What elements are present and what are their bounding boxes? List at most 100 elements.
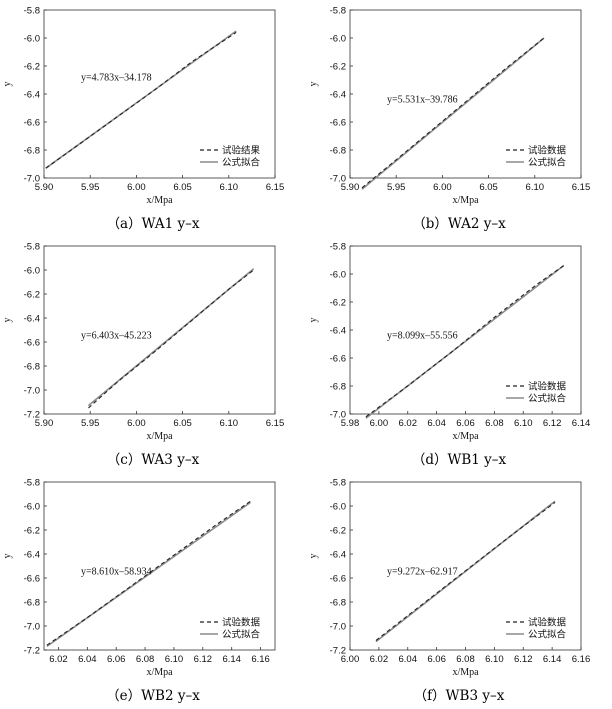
y-axis-label: y <box>2 82 13 87</box>
x-tick-label: 6.04 <box>427 418 446 429</box>
y-tick-label: -6.2 <box>24 290 40 301</box>
figure-caption: （b）WA2 y–x <box>412 216 506 232</box>
y-tick-label: -6.0 <box>24 266 40 277</box>
x-tick-label: 5.95 <box>81 182 100 193</box>
y-tick-label: -6.8 <box>24 598 40 609</box>
y-tick-label: -6.8 <box>24 146 40 157</box>
line-chart: 5.90 5.95 6.00 6.05 6.10 6.15 -5.8 -6.0 -6.2 -6.4… <box>2 242 284 443</box>
fit-equation: y=5.531x–39.786 <box>387 94 458 105</box>
x-tick-label: 6.15 <box>266 182 285 193</box>
figure-caption: （e）WB2 y–x <box>106 688 200 704</box>
y-tick-label: -6.4 <box>330 550 346 561</box>
x-tick-label: 6.08 <box>485 418 504 429</box>
legend-label: 试验结果 <box>222 145 261 157</box>
y-tick-label: -6.0 <box>24 34 40 45</box>
x-tick-label: 6.10 <box>485 654 504 665</box>
y-tick-label: -6.6 <box>24 118 40 129</box>
x-tick-label: 6.16 <box>251 654 270 665</box>
experiment-line <box>46 500 251 646</box>
x-axis-label: x/Mpa <box>452 431 479 442</box>
fit-equation: y=9.272x–62.917 <box>387 566 458 577</box>
y-tick-label: -6.6 <box>330 574 346 585</box>
experiment-line <box>361 37 545 189</box>
x-tick-label: 6.06 <box>456 418 475 429</box>
y-tick-label: -6.2 <box>24 62 40 73</box>
x-tick-label: 6.10 <box>220 182 239 193</box>
y-tick-label: -6.4 <box>24 90 40 101</box>
chart-panel-2: 5.90 5.95 6.00 6.05 6.10 6.15 -5.8 -6.0 -6.2 -6.4… <box>306 0 612 236</box>
x-tick-label: 6.02 <box>370 654 389 665</box>
y-tick-label: -7.0 <box>24 622 40 633</box>
line-chart: 5.98 6.00 6.02 6.04 6.06 6.08 6.10 6.12 6.14 -5.8… <box>308 242 591 443</box>
y-tick-label: -7.2 <box>24 410 40 421</box>
y-axis-label: y <box>308 82 319 87</box>
x-axis-label: x/Mpa <box>146 431 173 442</box>
y-tick-label: -6.8 <box>330 598 346 609</box>
y-tick-label: -6.2 <box>24 526 40 537</box>
y-tick-label: -6.4 <box>330 326 346 337</box>
legend-label: 试验数据 <box>528 145 567 157</box>
y-tick-label: -7.0 <box>330 622 346 633</box>
x-tick-label: 6.00 <box>341 654 360 665</box>
y-tick-label: -5.8 <box>24 478 40 489</box>
x-tick-label: 6.14 <box>572 418 591 429</box>
x-tick-label: 6.05 <box>173 182 192 193</box>
x-tick-label: 6.08 <box>456 654 475 665</box>
fit-equation: y=6.403x–45.223 <box>81 330 152 341</box>
x-tick-label: 6.15 <box>572 182 591 193</box>
y-tick-label: -7.0 <box>24 386 40 397</box>
experiment-line <box>375 501 556 641</box>
y-tick-label: -7.0 <box>330 410 346 421</box>
x-axis-label: x/Mpa <box>452 195 479 206</box>
x-tick-label: 6.16 <box>572 654 591 665</box>
experiment-line <box>45 31 237 169</box>
y-tick-label: -5.8 <box>24 242 40 253</box>
y-tick-label: -6.2 <box>330 298 346 309</box>
x-tick-label: 6.06 <box>107 654 126 665</box>
y-tick-label: -6.4 <box>24 314 40 325</box>
chart-panel-5: 6.02 6.04 6.06 6.08 6.10 6.12 6.14 6.16 -5.8 -6.0… <box>0 472 306 708</box>
y-tick-label: -6.6 <box>330 118 346 129</box>
legend-label: 试验数据 <box>528 617 567 629</box>
x-tick-label: 6.08 <box>136 654 155 665</box>
line-chart: 5.90 5.95 6.00 6.05 6.10 6.15 -5.8 -6.0 -6.2 -6.4… <box>308 6 591 207</box>
x-tick-label: 6.12 <box>194 654 213 665</box>
experiment-line <box>365 265 565 418</box>
y-tick-label: -5.8 <box>330 478 346 489</box>
legend-label: 试验数据 <box>222 617 261 629</box>
x-tick-label: 5.90 <box>341 182 360 193</box>
y-axis-label: y <box>2 318 13 323</box>
legend-label: 试验数据 <box>528 381 567 393</box>
x-axis-label: x/Mpa <box>146 667 173 678</box>
y-tick-label: -6.0 <box>24 502 40 513</box>
x-tick-label: 6.00 <box>127 418 146 429</box>
plot-frame <box>43 245 276 415</box>
fit-line <box>45 30 237 169</box>
experiment-line <box>88 269 255 409</box>
y-tick-label: -6.8 <box>330 382 346 393</box>
x-tick-label: 6.12 <box>514 654 533 665</box>
y-tick-label: -6.6 <box>24 338 40 349</box>
x-tick-label: 6.14 <box>222 654 241 665</box>
y-tick-label: -7.2 <box>24 646 40 657</box>
legend-label: 公式拟合 <box>528 393 567 405</box>
fit-line <box>361 37 545 190</box>
chart-panel-1: 5.90 5.95 6.00 6.05 6.10 6.15 -5.8 -6.0 -6.2 -6.4… <box>0 0 306 236</box>
line-chart: 6.02 6.04 6.06 6.08 6.10 6.12 6.14 6.16 -5.8 -6.0… <box>2 478 276 678</box>
y-axis-label: y <box>2 554 13 559</box>
legend-label: 公式拟合 <box>222 157 261 169</box>
x-tick-label: 6.02 <box>399 418 418 429</box>
y-tick-label: -6.4 <box>330 90 346 101</box>
x-tick-label: 5.90 <box>35 418 54 429</box>
y-tick-label: -6.8 <box>330 146 346 157</box>
x-tick-label: 6.05 <box>173 418 192 429</box>
x-tick-label: 5.95 <box>387 182 406 193</box>
x-tick-label: 6.00 <box>433 182 452 193</box>
x-tick-label: 6.10 <box>526 182 545 193</box>
legend-label: 公式拟合 <box>528 157 567 169</box>
y-tick-label: -5.8 <box>330 6 346 17</box>
x-tick-label: 6.10 <box>514 418 533 429</box>
figure-caption: （d）WB1 y–x <box>411 452 507 468</box>
x-tick-label: 6.14 <box>543 654 562 665</box>
